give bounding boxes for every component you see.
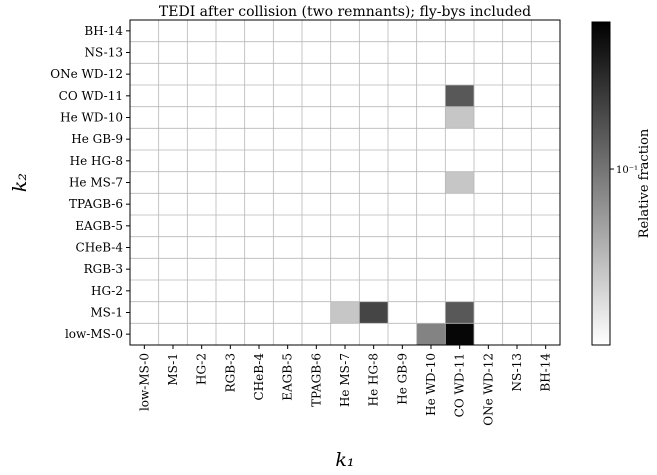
x-tick-label: CO WD-11 (453, 353, 467, 417)
x-tick-labels: low-MS-0 MS-1 HG-2 RGB-3 CHeB-4 EAGB-5 TPAGB-6… (137, 345, 553, 426)
y-tick-labels: low-MS-0 MS-1 HG-2 RGB-3 CHeB-4 EAGB-5 TPAGB-6… (50, 24, 130, 341)
colorbar (591, 21, 611, 346)
y-tick-label: He MS-7 (69, 176, 123, 190)
y-axis-label: k₂ (9, 173, 31, 192)
heatmap-cell (416, 323, 446, 345)
y-tick-label: TPAGB-6 (69, 197, 123, 211)
y-tick-label: low-MS-0 (65, 327, 123, 341)
colorbar-tick-label: 10⁻¹ (616, 165, 638, 176)
chart-title: TEDI after collision (two remnants); fly… (159, 4, 531, 20)
grid-lines (130, 20, 560, 345)
x-tick-label: CHeB-4 (252, 353, 266, 401)
y-tick-label: RGB-3 (84, 262, 123, 276)
x-tick-label: BH-14 (539, 353, 553, 392)
heatmap-cell (445, 301, 474, 324)
heatmap-cell (445, 85, 474, 107)
x-axis-label: k₁ (335, 449, 354, 471)
x-tick-label: ONe WD-12 (481, 353, 495, 426)
x-tick-label: TPAGB-6 (309, 353, 323, 407)
y-tick-label: He WD-10 (60, 111, 123, 125)
x-tick-label: low-MS-0 (137, 353, 151, 411)
heatmap-cell (445, 106, 474, 129)
x-tick-label: He MS-7 (338, 353, 352, 407)
x-tick-label: NS-13 (510, 353, 524, 391)
x-tick-label: He HG-8 (367, 353, 381, 406)
plot-frame (129, 19, 561, 346)
y-tick-label: CO WD-11 (59, 89, 123, 103)
y-tick-label: MS-1 (90, 306, 123, 320)
y-tick-label: HG-2 (91, 284, 123, 298)
x-tick-label: He WD-10 (424, 353, 438, 416)
y-tick-label: BH-14 (84, 24, 123, 38)
colorbar-ticks: 10⁻¹ (610, 165, 638, 176)
x-tick-label: HG-2 (195, 353, 209, 385)
y-tick-label: He HG-8 (70, 154, 123, 168)
x-tick-label: He GB-9 (395, 353, 409, 405)
colorbar-label: Relative fraction (637, 128, 652, 238)
heatmap-cells (330, 85, 474, 345)
heatmap-cell (445, 171, 474, 194)
y-tick-label: He GB-9 (71, 132, 123, 146)
y-tick-label: CHeB-4 (76, 241, 124, 255)
heatmap-cell (445, 323, 474, 345)
heatmap-cell (330, 301, 360, 324)
y-tick-label: NS-13 (85, 46, 123, 60)
heatmap-cell (359, 301, 388, 324)
x-tick-label: EAGB-5 (281, 353, 295, 401)
x-tick-label: MS-1 (166, 353, 180, 386)
y-tick-label: EAGB-5 (75, 219, 123, 233)
y-tick-label: ONe WD-12 (50, 67, 123, 81)
x-tick-label: RGB-3 (223, 353, 237, 392)
